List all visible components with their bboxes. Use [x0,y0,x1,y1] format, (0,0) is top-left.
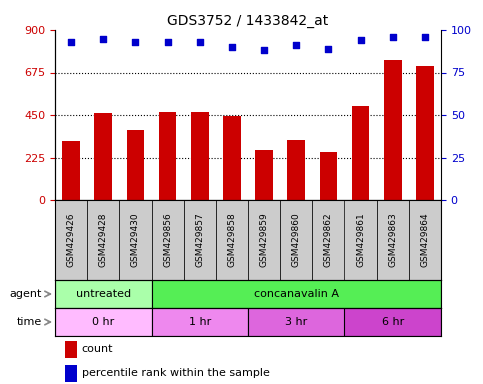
Text: untreated: untreated [76,289,131,299]
Point [421,34,429,40]
Text: GSM429430: GSM429430 [131,213,140,267]
Bar [152,280,441,308]
Bar [184,200,216,280]
Point [228,44,236,50]
Text: 3 hr: 3 hr [285,317,307,327]
Bar [384,60,401,200]
Text: GSM429861: GSM429861 [356,213,365,267]
Text: GSM429856: GSM429856 [163,213,172,267]
Bar [344,308,441,336]
Text: time: time [17,317,42,327]
Text: 0 hr: 0 hr [92,317,114,327]
Text: agent: agent [10,289,42,299]
Bar [280,200,313,280]
Point [325,46,332,52]
Bar [55,280,152,308]
Text: GSM429428: GSM429428 [99,213,108,267]
Text: GSM429426: GSM429426 [67,213,75,267]
Text: GSM429857: GSM429857 [195,213,204,267]
Bar [55,308,152,336]
Point [389,34,397,40]
Bar [409,200,441,280]
Point [131,39,139,45]
Bar [223,116,241,200]
Bar [216,200,248,280]
Bar [377,200,409,280]
Text: GSM429859: GSM429859 [259,213,269,267]
Bar [248,308,344,336]
Bar [62,141,80,200]
Point [67,39,75,45]
Point [292,42,300,48]
Bar [65,341,77,358]
Point [357,37,365,43]
Point [164,39,171,45]
Title: GDS3752 / 1433842_at: GDS3752 / 1433842_at [168,13,328,28]
Text: percentile rank within the sample: percentile rank within the sample [82,368,270,379]
Bar [152,308,248,336]
Bar [127,130,144,200]
Text: 1 hr: 1 hr [189,317,211,327]
Bar [255,150,273,200]
Text: GSM429862: GSM429862 [324,213,333,267]
Bar [191,112,209,200]
Text: GSM429864: GSM429864 [420,213,429,267]
Text: GSM429863: GSM429863 [388,213,397,267]
Text: count: count [82,344,113,354]
Bar [94,113,112,200]
Bar [248,200,280,280]
Text: GSM429858: GSM429858 [227,213,236,267]
Bar [87,200,119,280]
Bar [352,106,369,200]
Bar [55,200,87,280]
Point [260,47,268,53]
Text: concanavalin A: concanavalin A [254,289,339,299]
Text: GSM429860: GSM429860 [292,213,301,267]
Bar [313,200,344,280]
Point [196,39,204,45]
Bar [119,200,152,280]
Bar [416,66,434,200]
Bar [65,365,77,382]
Bar [320,152,337,200]
Text: 6 hr: 6 hr [382,317,404,327]
Bar [287,139,305,200]
Point [99,35,107,41]
Bar [344,200,377,280]
Bar [152,200,184,280]
Bar [159,112,176,200]
